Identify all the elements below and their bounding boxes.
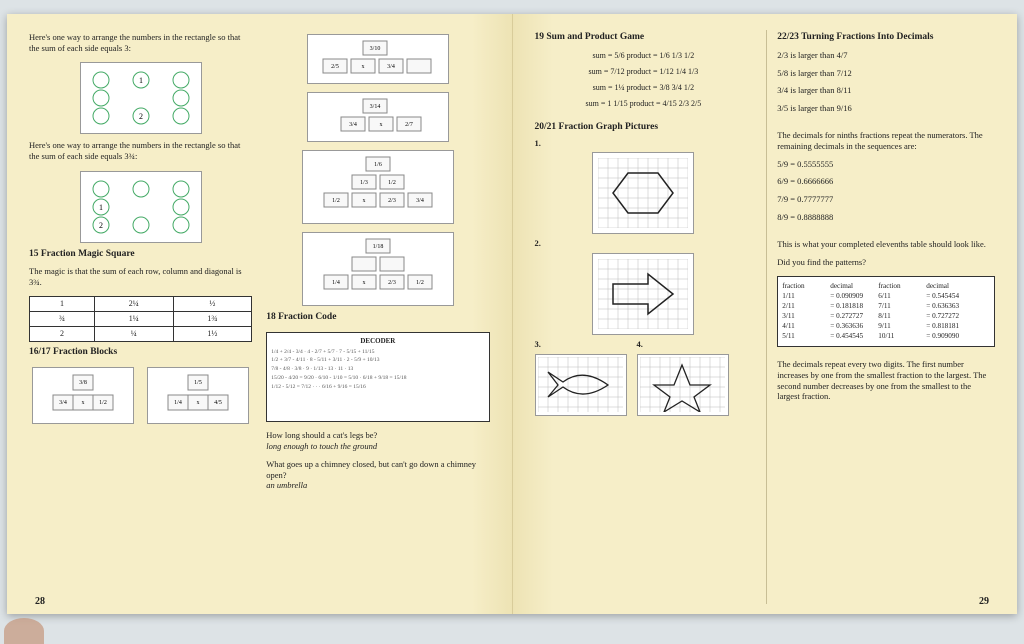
page-28: Here's one way to arrange the numbers in… [7,14,513,614]
svg-text:1/2: 1/2 [99,400,107,406]
pyramid-fig-1: 3/10 2/5 x 3/4 [307,34,449,84]
section-16-title: 16/17 Fraction Blocks [29,347,252,359]
riddle-2-answer: an umbrella [266,480,307,490]
page-28-col-left: Here's one way to arrange the numbers in… [29,30,252,604]
svg-text:2/3: 2/3 [388,280,396,286]
intro-text-2: Here's one way to arrange the numbers in… [29,140,252,161]
elevenths-summary: The decimals repeat every two digits. Th… [777,359,995,402]
graph-1-label: 1. [535,138,753,149]
svg-text:1/3: 1/3 [360,180,368,186]
rectangle-arrangement-2: 12 [80,171,202,243]
svg-text:x: x [362,280,365,286]
svg-text:1: 1 [99,203,103,212]
page-29-columns: 19 Sum and Product Game sum = 5/6 produc… [535,30,996,604]
page-number-28: 28 [35,596,45,609]
riddle-1-answer: long enough to touch the ground [266,441,377,451]
page-28-columns: Here's one way to arrange the numbers in… [29,30,490,604]
sum-product-row-3: sum = 1¼ product = 3/8 3/4 1/2 [535,83,753,93]
decoder-label: DECODER [271,337,484,346]
svg-text:1/6: 1/6 [374,162,382,168]
svg-text:4/5: 4/5 [215,400,223,406]
svg-text:2: 2 [99,221,103,230]
comparison-4: 3/5 is larger than 9/16 [777,103,995,114]
svg-text:1/2: 1/2 [416,280,424,286]
svg-text:x: x [81,400,84,406]
pyramid-fig-2: 3/14 3/4 x 2/7 [307,92,449,142]
elevenths-intro: This is what your completed elevenths ta… [777,239,995,250]
thumb-holding-book [4,618,44,644]
svg-text:3/10: 3/10 [370,46,381,52]
ninths-1: 5/9 = 0.5555555 [777,159,995,170]
ninths-4: 8/9 = 0.8888888 [777,212,995,223]
svg-text:1/4: 1/4 [175,400,183,406]
svg-text:2/3: 2/3 [388,198,396,204]
comparison-2: 5/8 is larger than 7/12 [777,68,995,79]
graph-1-hexagon [592,152,694,234]
pyramid-fig-3: 1/6 1/3 1/2 1/2 x 2/3 3/4 [302,150,454,224]
elevenths-question: Did you find the patterns? [777,257,995,268]
graph-4-label: 4. [637,339,729,350]
fraction-blocks-fig-1: 3/8 3/4 x 1/2 [32,367,134,424]
svg-text:2: 2 [139,112,143,121]
rectangle-arrangement-1: 12 [80,62,202,134]
book-spread: Here's one way to arrange the numbers in… [7,14,1017,614]
svg-text:1: 1 [139,76,143,85]
svg-text:3/4: 3/4 [387,64,395,70]
elevenths-table: fractiondecimalfractiondecimal 1/11= 0.0… [777,276,995,347]
svg-text:1/4: 1/4 [332,280,340,286]
svg-text:1/18: 1/18 [373,244,384,250]
page-29-col-left: 19 Sum and Product Game sum = 5/6 produc… [535,30,753,604]
riddle-1-question: How long should a cat's legs be? [266,430,377,440]
comparison-3: 3/4 is larger than 8/11 [777,85,995,96]
graph-4-star [637,354,729,416]
decoder-table: DECODER 1/4 + 2/4 - 3/4 · 4 - 2/7 + 5/7 … [266,332,489,422]
magic-square-table: 12¼½ ¾1¼1¾ 2¼1½ [29,296,252,342]
sum-product-row-1: sum = 5/6 product = 1/6 1/3 1/2 [535,51,753,61]
svg-text:x: x [379,122,382,128]
svg-text:3/14: 3/14 [370,104,381,110]
ninths-2: 6/9 = 0.6666666 [777,176,995,187]
section-18-title: 18 Fraction Code [266,312,489,324]
svg-text:3/8: 3/8 [79,380,87,386]
section-19-title: 19 Sum and Product Game [535,32,753,44]
svg-text:1/2: 1/2 [332,198,340,204]
fraction-blocks-fig-2: 1/5 1/4 x 4/5 [147,367,249,424]
page-28-col-right: 3/10 2/5 x 3/4 3/14 3/4 x 2/7 1/6 1/3 1/2 1/2 x 2/3… [266,30,489,604]
svg-text:x: x [361,64,364,70]
page-29-col-right: 22/23 Turning Fractions Into Decimals 2/… [766,30,995,604]
svg-text:x: x [362,198,365,204]
svg-text:2/5: 2/5 [331,64,339,70]
svg-text:3/4: 3/4 [349,122,357,128]
svg-text:2/7: 2/7 [405,122,413,128]
graph-2-label: 2. [535,238,753,249]
page-number-29: 29 [979,596,989,609]
section-15-title: 15 Fraction Magic Square [29,249,252,261]
section-20-title: 20/21 Fraction Graph Pictures [535,122,753,134]
sum-product-row-2: sum = 7/12 product = 1/12 1/4 1/3 [535,67,753,77]
svg-text:1/5: 1/5 [195,380,203,386]
svg-text:3/4: 3/4 [59,400,67,406]
intro-text-1: Here's one way to arrange the numbers in… [29,32,252,53]
riddle-1: How long should a cat's legs be? long en… [266,430,489,451]
riddle-2-question: What goes up a chimney closed, but can't… [266,459,476,480]
comparison-1: 2/3 is larger than 4/7 [777,50,995,61]
ninths-intro: The decimals for ninths fractions repeat… [777,130,995,151]
section-15-text: The magic is that the sum of each row, c… [29,266,252,287]
graph-2-arrow [592,253,694,335]
section-22-title: 22/23 Turning Fractions Into Decimals [777,32,995,44]
graph-3-fish [535,354,627,416]
graph-3-label: 3. [535,339,627,350]
svg-text:3/4: 3/4 [416,198,424,204]
riddle-2: What goes up a chimney closed, but can't… [266,459,489,491]
sum-product-row-4: sum = 1 1/15 product = 4/15 2/3 2/5 [535,99,753,109]
pyramid-fig-4: 1/18 1/4 x 2/3 1/2 [302,232,454,306]
svg-text:x: x [197,400,200,406]
page-29: 19 Sum and Product Game sum = 5/6 produc… [513,14,1018,614]
svg-text:1/2: 1/2 [388,180,396,186]
ninths-3: 7/9 = 0.7777777 [777,194,995,205]
